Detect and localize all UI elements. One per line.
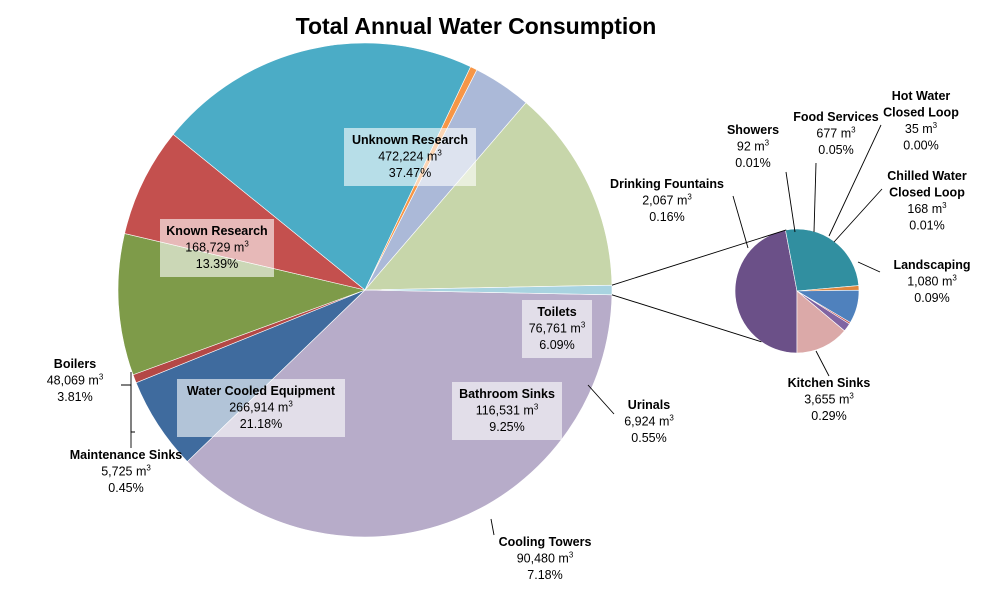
data-label-unknown-research: Unknown Research 472,224 m3 37.47% (344, 128, 476, 186)
label-percent: 0.01% (909, 219, 944, 233)
secondary-slice-landscaping (796, 290, 845, 354)
data-label-food-services: Food Services 677 m3 0.05% (793, 110, 878, 157)
label-value: 35 m3 (905, 121, 938, 136)
label-value: 266,914 m3 (229, 400, 293, 415)
leader-line-food-services (813, 162, 817, 233)
secondary-slice-drinking-fountains (785, 228, 860, 292)
label-value: 92 m3 (737, 139, 770, 154)
data-label-box (160, 219, 274, 277)
label-percent: 7.18% (527, 568, 562, 582)
label-value: 116,531 m3 (476, 403, 539, 418)
label-value: 168 m3 (907, 201, 947, 216)
data-label-box (452, 382, 562, 440)
leader-line-chilled-water-closed-loop (833, 188, 883, 243)
leader-line-kitchen-sinks (815, 350, 830, 377)
pie-slice-water-cooled-equipment (172, 42, 472, 291)
leader-line-hot-water-closed-loop (828, 124, 882, 237)
label-value: 90,480 m3 (517, 551, 574, 566)
label-value: 76,761 m3 (529, 321, 586, 336)
label-percent: 37.47% (389, 166, 431, 180)
leader-line-boilers (121, 384, 135, 433)
label-name: Closed Loop (889, 186, 965, 200)
data-label-landscaping: Landscaping 1,080 m3 0.09% (893, 258, 970, 305)
label-percent: 0.55% (631, 431, 666, 445)
label-name: Showers (727, 123, 779, 137)
data-label-boilers: Boilers 48,069 m3 3.81% (47, 357, 104, 404)
data-label-kitchen-sinks: Kitchen Sinks 3,655 m3 0.29% (788, 376, 871, 423)
leader-line-landscaping (857, 261, 881, 273)
label-name: Food Services (793, 110, 878, 124)
data-label-water-cooled-equipment: Water Cooled Equipment 266,914 m3 21.18% (177, 379, 345, 437)
label-name: Maintenance Sinks (70, 448, 183, 462)
data-label-box (344, 128, 476, 186)
data-label-toilets: Toilets 76,761 m3 6.09% (522, 300, 592, 358)
data-label-known-research: Known Research 168,729 m3 13.39% (160, 219, 274, 277)
label-percent: 0.16% (649, 210, 684, 224)
leader-line-cooling-towers (490, 518, 495, 536)
data-label-cooling-towers: Cooling Towers 90,480 m3 7.18% (499, 535, 592, 582)
label-value: 6,924 m3 (624, 414, 674, 429)
secondary-slice-kitchen-sinks (734, 229, 798, 354)
chart-title: Total Annual Water Consumption (296, 13, 657, 39)
main-pie (117, 42, 613, 538)
label-name: Hot Water (892, 89, 951, 103)
pie-slice-cooling-towers (124, 133, 366, 291)
label-percent: 0.00% (903, 139, 938, 153)
label-percent: 0.29% (811, 409, 846, 423)
data-label-box (177, 379, 345, 437)
secondary-pie (734, 228, 860, 354)
leader-line-drinking-fountains (732, 195, 749, 249)
label-name: Known Research (166, 224, 267, 238)
label-name: Drinking Fountains (610, 177, 724, 191)
label-name: Closed Loop (883, 106, 959, 120)
label-name: Landscaping (893, 258, 970, 272)
label-name: Chilled Water (887, 169, 967, 183)
label-name: Bathroom Sinks (459, 387, 555, 401)
data-label-box (522, 300, 592, 358)
pie-slice-known-research (364, 102, 613, 291)
leader-line-urinals (587, 384, 615, 415)
label-value: 168,729 m3 (185, 240, 249, 255)
label-percent: 9.25% (489, 420, 524, 434)
label-name: Cooling Towers (499, 535, 592, 549)
label-value: 1,080 m3 (907, 274, 957, 289)
label-percent: 0.01% (735, 156, 770, 170)
pie-slice-unknown-research (186, 289, 613, 538)
data-label-showers: Showers 92 m3 0.01% (727, 123, 779, 170)
label-value: 472,224 m3 (378, 149, 442, 164)
label-value: 677 m3 (816, 126, 856, 141)
label-percent: 0.05% (818, 143, 853, 157)
leader-lines (121, 124, 883, 536)
label-name: Water Cooled Equipment (187, 384, 336, 398)
label-value: 48,069 m3 (47, 373, 104, 388)
label-percent: 3.81% (57, 390, 92, 404)
label-percent: 0.09% (914, 291, 949, 305)
label-value: 5,725 m3 (101, 464, 151, 479)
data-labels: Unknown Research 472,224 m3 37.47% Toilets 7… (47, 89, 971, 582)
label-percent: 6.09% (539, 338, 574, 352)
pie-slice-other (364, 284, 613, 296)
label-value: 3,655 m3 (804, 392, 854, 407)
label-name: Unknown Research (352, 133, 468, 147)
connector-line-top (611, 229, 787, 286)
label-percent: 21.18% (240, 417, 282, 431)
label-name: Urinals (628, 398, 670, 412)
data-label-urinals: Urinals 6,924 m3 0.55% (624, 398, 674, 445)
label-name: Boilers (54, 357, 96, 371)
data-label-bathroom-sinks: Bathroom Sinks 116,531 m3 9.25% (452, 382, 562, 440)
label-percent: 13.39% (196, 257, 238, 271)
leader-line-showers (785, 171, 796, 233)
label-name: Toilets (537, 305, 576, 319)
connector-line-bottom (611, 294, 762, 343)
label-value: 2,067 m3 (642, 193, 692, 208)
data-label-drinking-fountains: Drinking Fountains 2,067 m3 0.16% (610, 177, 724, 224)
connector-lines (611, 229, 787, 343)
label-percent: 0.45% (108, 481, 143, 495)
label-name: Kitchen Sinks (788, 376, 871, 390)
data-label-maintenance-sinks: Maintenance Sinks 5,725 m3 0.45% (70, 448, 183, 495)
